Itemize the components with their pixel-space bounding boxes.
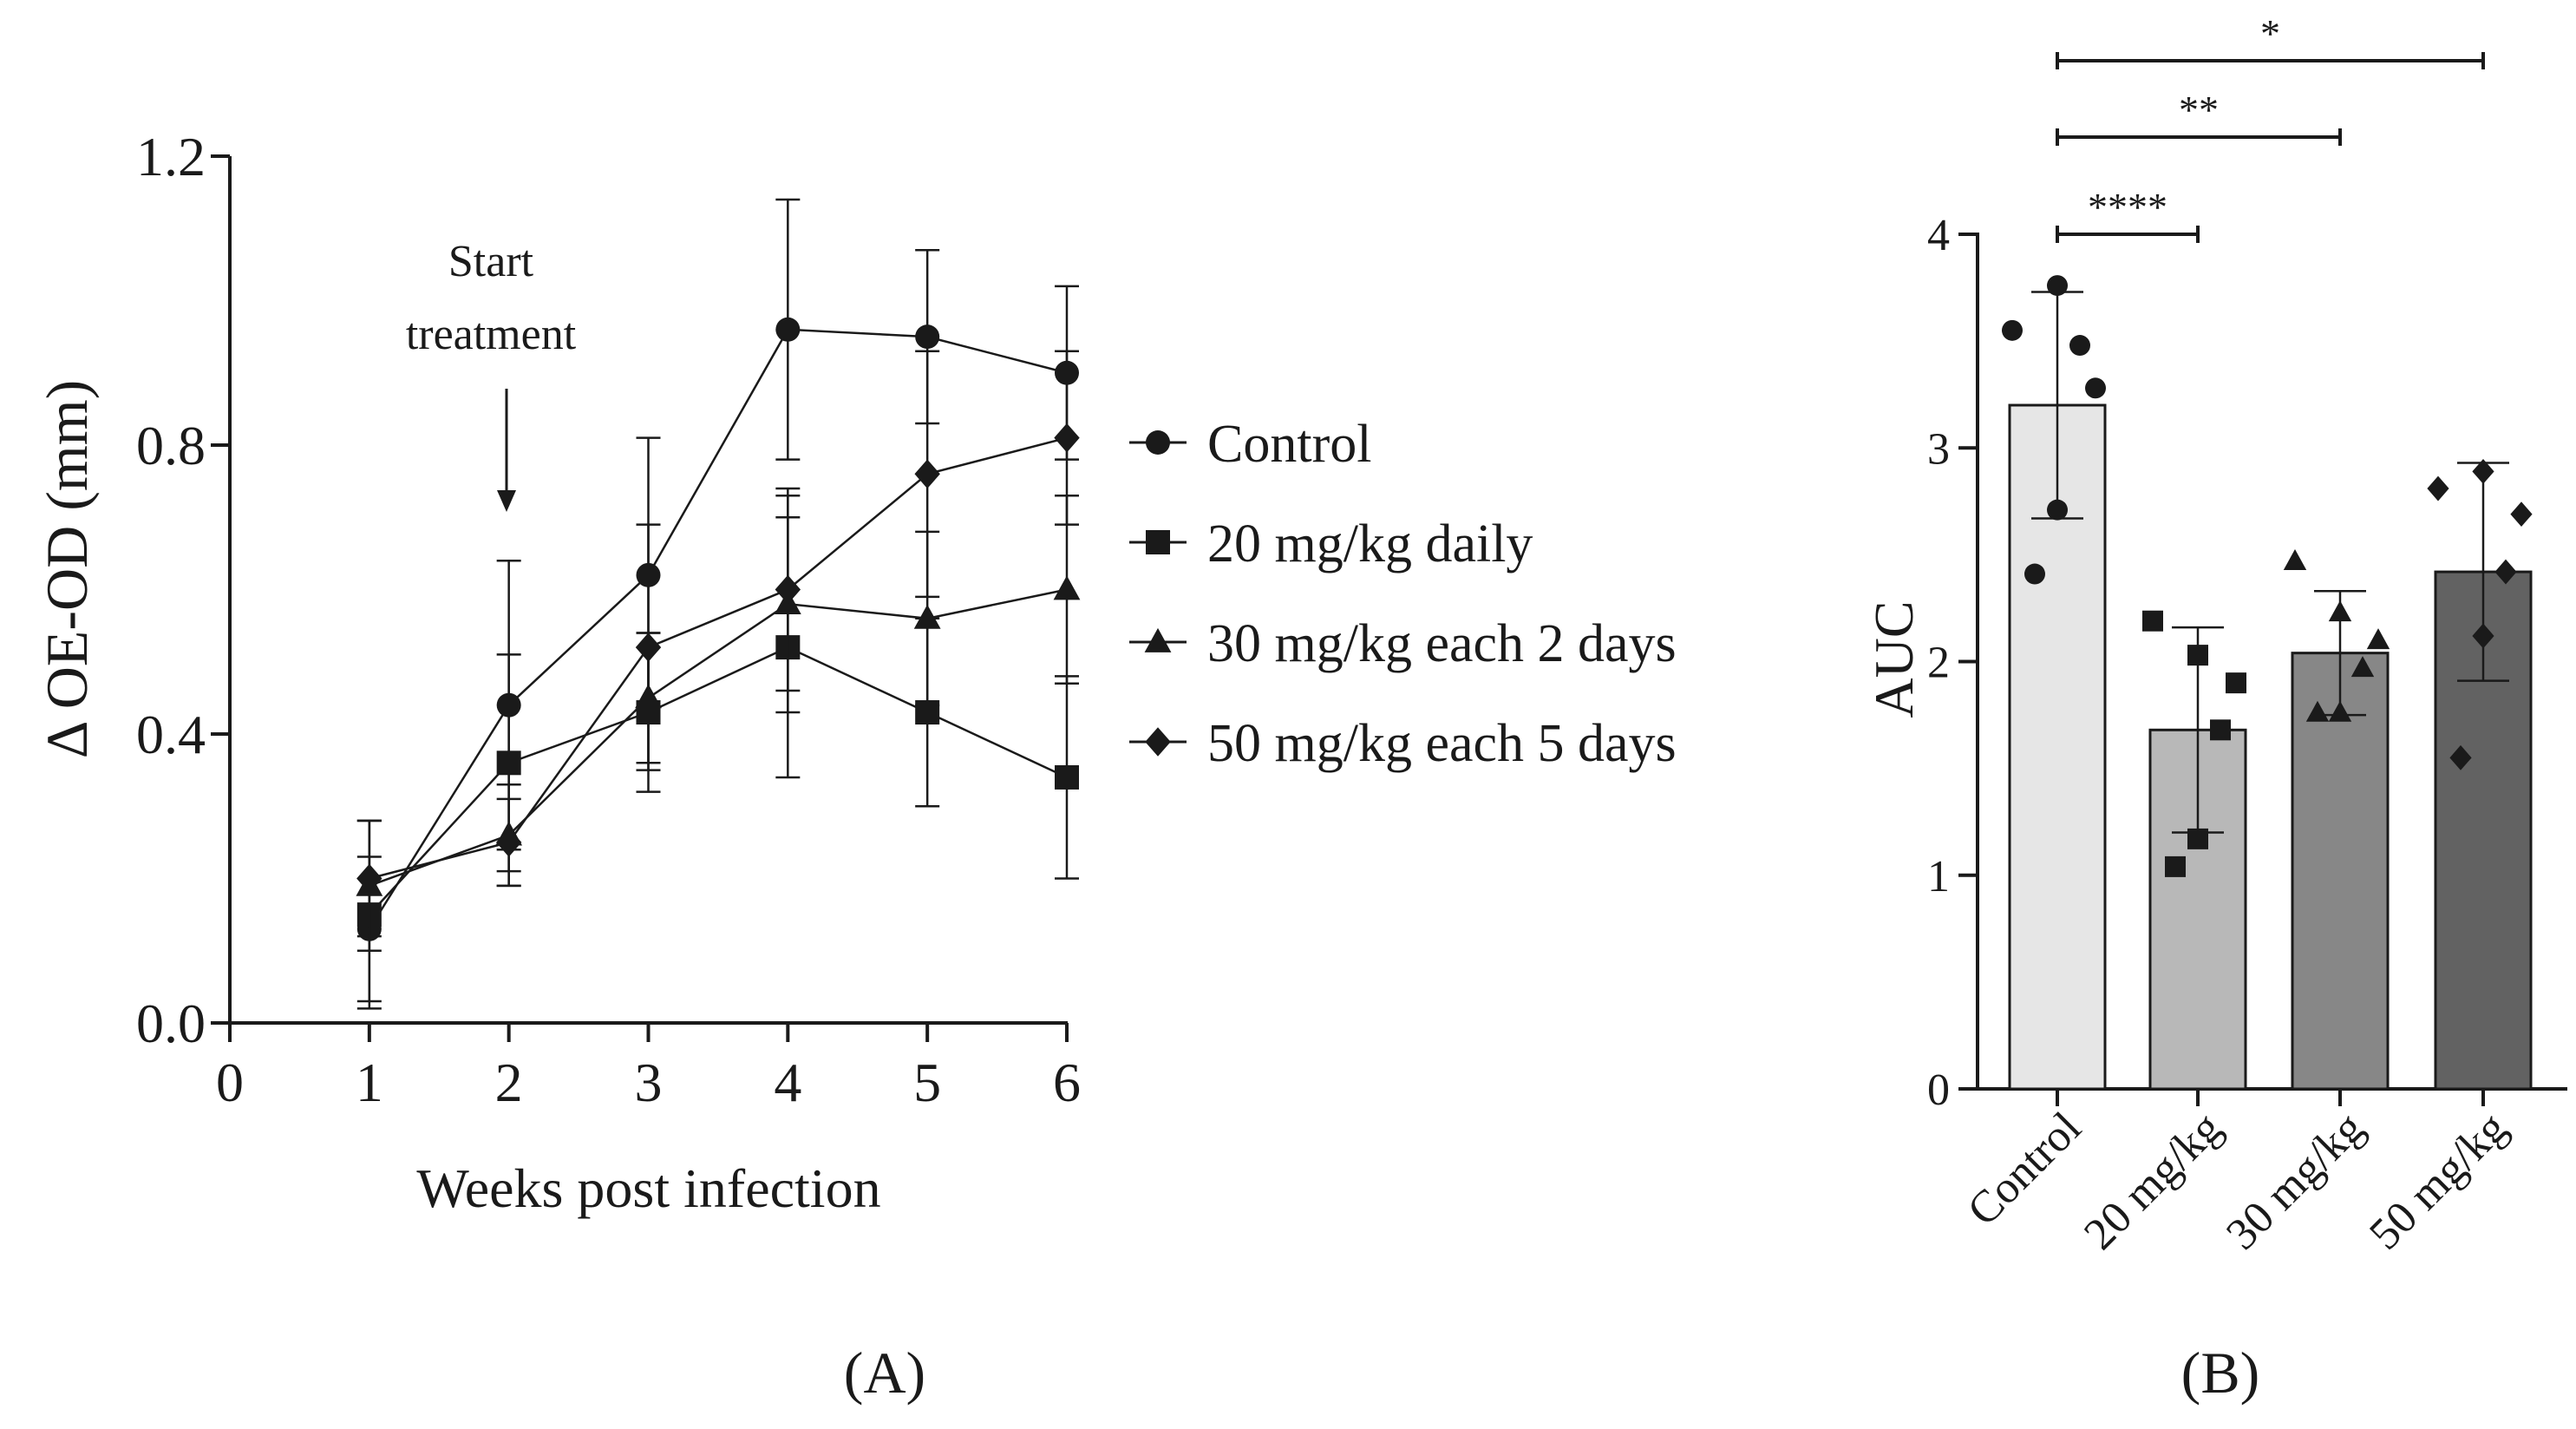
a-x-tick-label: 5 [913,1052,941,1113]
individual-point-circle [2085,377,2106,399]
b-y-tick-label: 0 [1927,1065,1950,1115]
individual-point-circle [2047,499,2068,521]
data-point-diamond [356,863,382,894]
individual-point-square [2210,719,2231,741]
legend-label: 20 mg/kg daily [1207,515,1533,574]
a-y-tick-label: 0.4 [136,704,206,765]
individual-point-diamond [2494,559,2517,585]
significance-bracket: **** [2056,185,2200,243]
a-y-tick-label: 1.2 [136,126,206,187]
individual-point-square [2226,672,2246,694]
individual-point-diamond [2472,458,2494,484]
bar-group-3 [2427,458,2533,1106]
individual-point-diamond [2472,623,2494,649]
a-x-tick-label: 6 [1053,1052,1081,1113]
b-category-label: Control [1958,1103,2091,1236]
a-x-tick-label: 2 [495,1052,523,1113]
individual-point-circle [2024,563,2045,585]
a-y-tick-label: 0.8 [136,415,206,476]
legend: Control 20 mg/kg daily 30 mg/kg each 2 day… [1129,415,1677,773]
data-point-diamond [495,828,522,857]
legend-marker-square [1146,530,1170,554]
data-point-square [1055,764,1079,790]
bar-group-2 [2283,548,2390,1106]
significance-bracket: ** [2056,88,2342,146]
data-point-circle [775,317,801,342]
individual-point-circle [2069,335,2090,357]
data-point-diamond [914,459,940,489]
series-2 [356,495,1081,952]
significance-label: ** [2179,88,2219,132]
individual-point-diamond [2449,744,2472,770]
series-1 [356,516,1079,1010]
a-x-tick-label: 3 [635,1052,663,1113]
b-category-label: 20 mg/kg [2075,1103,2231,1259]
panel-a-label: (A) [844,1340,925,1406]
series-line [369,588,1068,888]
a-x-tick-label: 0 [216,1052,244,1113]
bar-group-1 [2142,610,2247,1106]
bar-group-0 [2002,275,2107,1106]
legend-label: 30 mg/kg each 2 days [1207,614,1677,673]
annotation-line-1: Start [448,237,534,286]
b-y-tick-label: 1 [1927,852,1950,901]
data-point-diamond [775,574,801,605]
panel-a-line-chart: 0.0 0.4 0.8 1.2 0 1 2 3 4 5 6 Δ OE-OD (mm) Weeks … [34,126,1677,1406]
panel-b-label: (B) [2181,1340,2260,1406]
legend-marker-triangle [1144,627,1172,652]
series-3 [356,350,1080,938]
individual-point-circle [2002,319,2023,341]
b-category-label: 30 mg/kg [2217,1103,2373,1259]
b-y-axis-label: AUC [1863,600,1925,718]
series-line [369,436,1068,880]
individual-point-square [2165,855,2186,877]
individual-point-square [2187,645,2208,666]
b-y-tick-label: 4 [1927,211,1950,260]
individual-point-circle [2047,275,2068,297]
individual-point-triangle [2283,548,2307,570]
legend-marker-circle [1146,430,1170,455]
individual-point-diamond [2427,475,2449,501]
series-line [368,328,1068,930]
individual-point-square [2187,828,2208,849]
legend-item: 30 mg/kg each 2 days [1129,614,1677,673]
annotation-line-2: treatment [406,310,577,359]
data-point-diamond [1054,423,1080,453]
significance-label: * [2260,11,2280,56]
start-treatment-annotation: Start treatment [406,237,577,512]
b-y-tick-label: 2 [1927,639,1950,688]
legend-label: 50 mg/kg each 5 days [1207,714,1677,773]
individual-point-triangle [2328,700,2352,722]
legend-item: 50 mg/kg each 5 days [1129,714,1677,773]
a-x-tick-label: 1 [356,1052,383,1113]
b-y-tick-label: 3 [1927,424,1950,474]
legend-marker-diamond [1145,727,1171,757]
data-point-diamond [635,633,662,662]
significance-label: **** [2088,185,2167,229]
data-point-triangle [1053,575,1081,600]
legend-item: 20 mg/kg daily [1129,515,1533,574]
a-x-tick-label: 4 [774,1052,801,1113]
data-point-square [496,751,521,776]
a-y-tick-label: 0.0 [136,993,206,1054]
individual-point-triangle [2366,628,2390,650]
individual-point-triangle [2350,656,2375,678]
data-point-triangle [913,604,941,629]
data-point-circle [915,324,940,350]
series-line [368,646,1068,915]
annotation-arrow-head [497,490,516,512]
b-category-label: 50 mg/kg [2360,1103,2516,1259]
significance-bracket: * [2056,11,2485,69]
individual-point-diamond [2510,501,2533,527]
a-x-axis-label: Weeks post infection [416,1157,880,1219]
legend-label: Control [1207,415,1371,474]
a-y-axis-label: Δ OE-OD (mm) [34,380,100,759]
legend-item: Control [1129,415,1371,474]
individual-point-triangle [2328,600,2352,622]
individual-point-square [2142,610,2163,632]
individual-point-triangle [2305,700,2330,722]
